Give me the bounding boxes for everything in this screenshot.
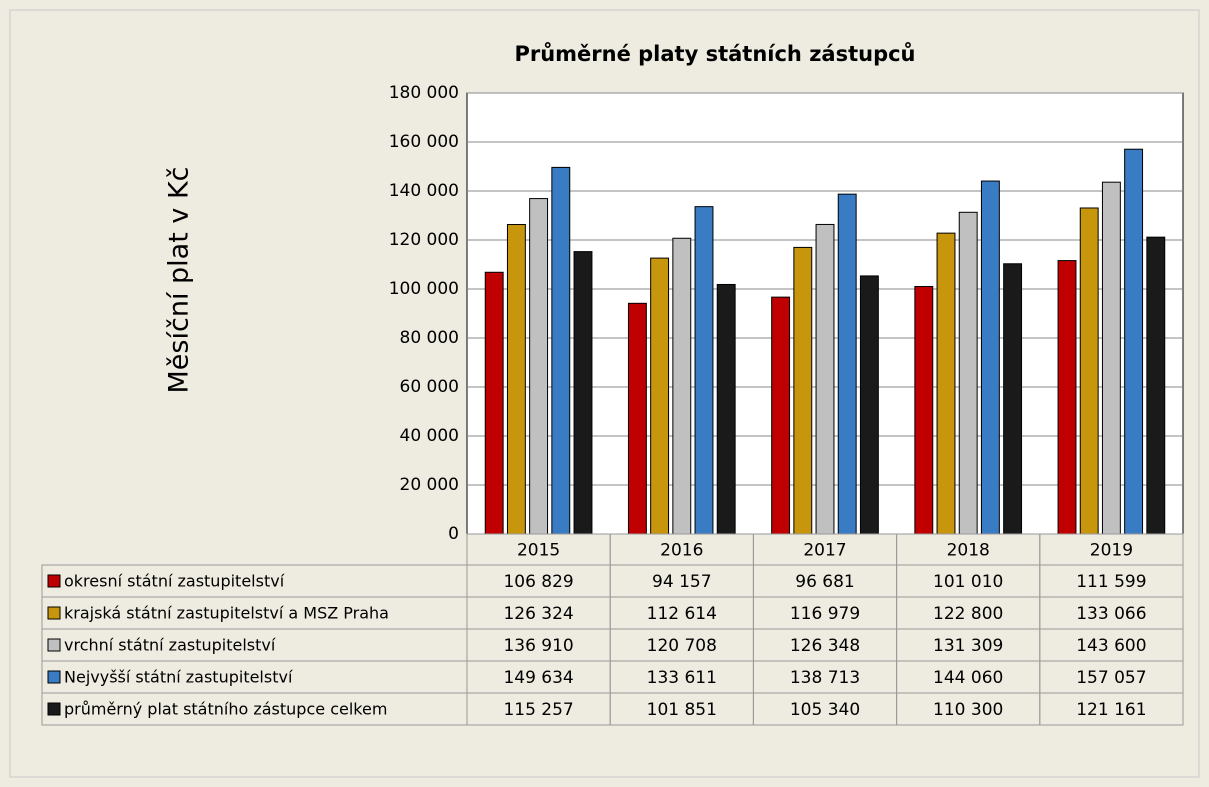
data-label: 116 979 <box>790 604 860 624</box>
y-axis-label: Měsíční plat v Kč <box>164 167 195 394</box>
y-tick-label: 0 <box>448 524 459 544</box>
y-tick-label: 140 000 <box>389 181 459 201</box>
data-label: 105 340 <box>790 700 860 720</box>
legend-swatch <box>47 638 61 652</box>
bar <box>914 286 934 535</box>
legend-swatch <box>47 574 61 588</box>
x-tick-label: 2019 <box>1090 541 1133 561</box>
data-label: 101 851 <box>647 700 717 720</box>
x-tick-label: 2017 <box>803 541 846 561</box>
y-tick-label: 60 000 <box>400 377 459 397</box>
data-label: 131 309 <box>933 636 1003 656</box>
data-label: 149 634 <box>503 668 573 688</box>
bar <box>815 223 835 535</box>
data-label: 144 060 <box>933 668 1003 688</box>
y-tick-label: 180 000 <box>389 83 459 103</box>
bar <box>1003 263 1023 535</box>
bar <box>1146 236 1166 535</box>
bar <box>484 271 504 535</box>
legend-label: vrchní státní zastupitelství <box>64 636 276 655</box>
data-label: 136 910 <box>503 636 573 656</box>
bar <box>650 257 670 535</box>
bar <box>716 283 736 535</box>
bar <box>627 302 647 535</box>
data-label: 106 829 <box>503 572 573 592</box>
x-tick-label: 2018 <box>947 541 990 561</box>
data-label: 121 161 <box>1076 700 1146 720</box>
legend-label: okresní státní zastupitelství <box>64 572 285 591</box>
bar <box>1057 260 1077 535</box>
y-tick-label: 160 000 <box>389 132 459 152</box>
x-tick-label: 2015 <box>517 541 560 561</box>
legend-swatch <box>47 606 61 620</box>
legend-label: krajská státní zastupitelství a MSZ Prah… <box>64 604 389 623</box>
data-label: 122 800 <box>933 604 1003 624</box>
data-label: 111 599 <box>1076 572 1146 592</box>
bar <box>793 246 813 535</box>
chart-title: Průměrné platy státních zástupců <box>514 42 915 66</box>
bar <box>506 224 526 535</box>
legend-swatch <box>47 670 61 684</box>
data-label: 94 157 <box>652 572 711 592</box>
legend-swatch <box>47 702 61 716</box>
bar <box>771 296 791 535</box>
data-label: 133 066 <box>1076 604 1146 624</box>
data-label: 120 708 <box>647 636 717 656</box>
table-cell <box>1039 692 1184 726</box>
y-tick-label: 100 000 <box>389 279 459 299</box>
data-label: 143 600 <box>1076 636 1146 656</box>
data-label: 133 611 <box>647 668 717 688</box>
data-label: 112 614 <box>647 604 717 624</box>
bar <box>551 166 571 535</box>
bar <box>694 206 714 535</box>
legend-label: Nejvyšší státní zastupitelství <box>64 668 293 687</box>
bar <box>1101 181 1121 535</box>
bar <box>1079 207 1099 535</box>
y-tick-label: 120 000 <box>389 230 459 250</box>
data-label: 126 324 <box>503 604 573 624</box>
bar <box>672 237 692 535</box>
bar <box>1124 148 1144 535</box>
data-label: 126 348 <box>790 636 860 656</box>
bar <box>958 211 978 535</box>
data-label: 138 713 <box>790 668 860 688</box>
x-tick-label: 2016 <box>660 541 703 561</box>
bar <box>980 180 1000 535</box>
data-label: 157 057 <box>1076 668 1146 688</box>
data-label: 110 300 <box>933 700 1003 720</box>
bar <box>837 193 857 535</box>
data-label: 101 010 <box>933 572 1003 592</box>
bar <box>529 198 549 535</box>
data-label: 96 681 <box>795 572 854 592</box>
y-tick-label: 80 000 <box>400 328 459 348</box>
bar <box>936 232 956 535</box>
bar <box>573 251 593 535</box>
data-label: 115 257 <box>503 700 573 720</box>
y-tick-label: 20 000 <box>400 475 459 495</box>
legend-label: průměrný plat státního zástupce celkem <box>64 700 387 719</box>
bar <box>859 275 879 535</box>
y-tick-label: 40 000 <box>400 426 459 446</box>
